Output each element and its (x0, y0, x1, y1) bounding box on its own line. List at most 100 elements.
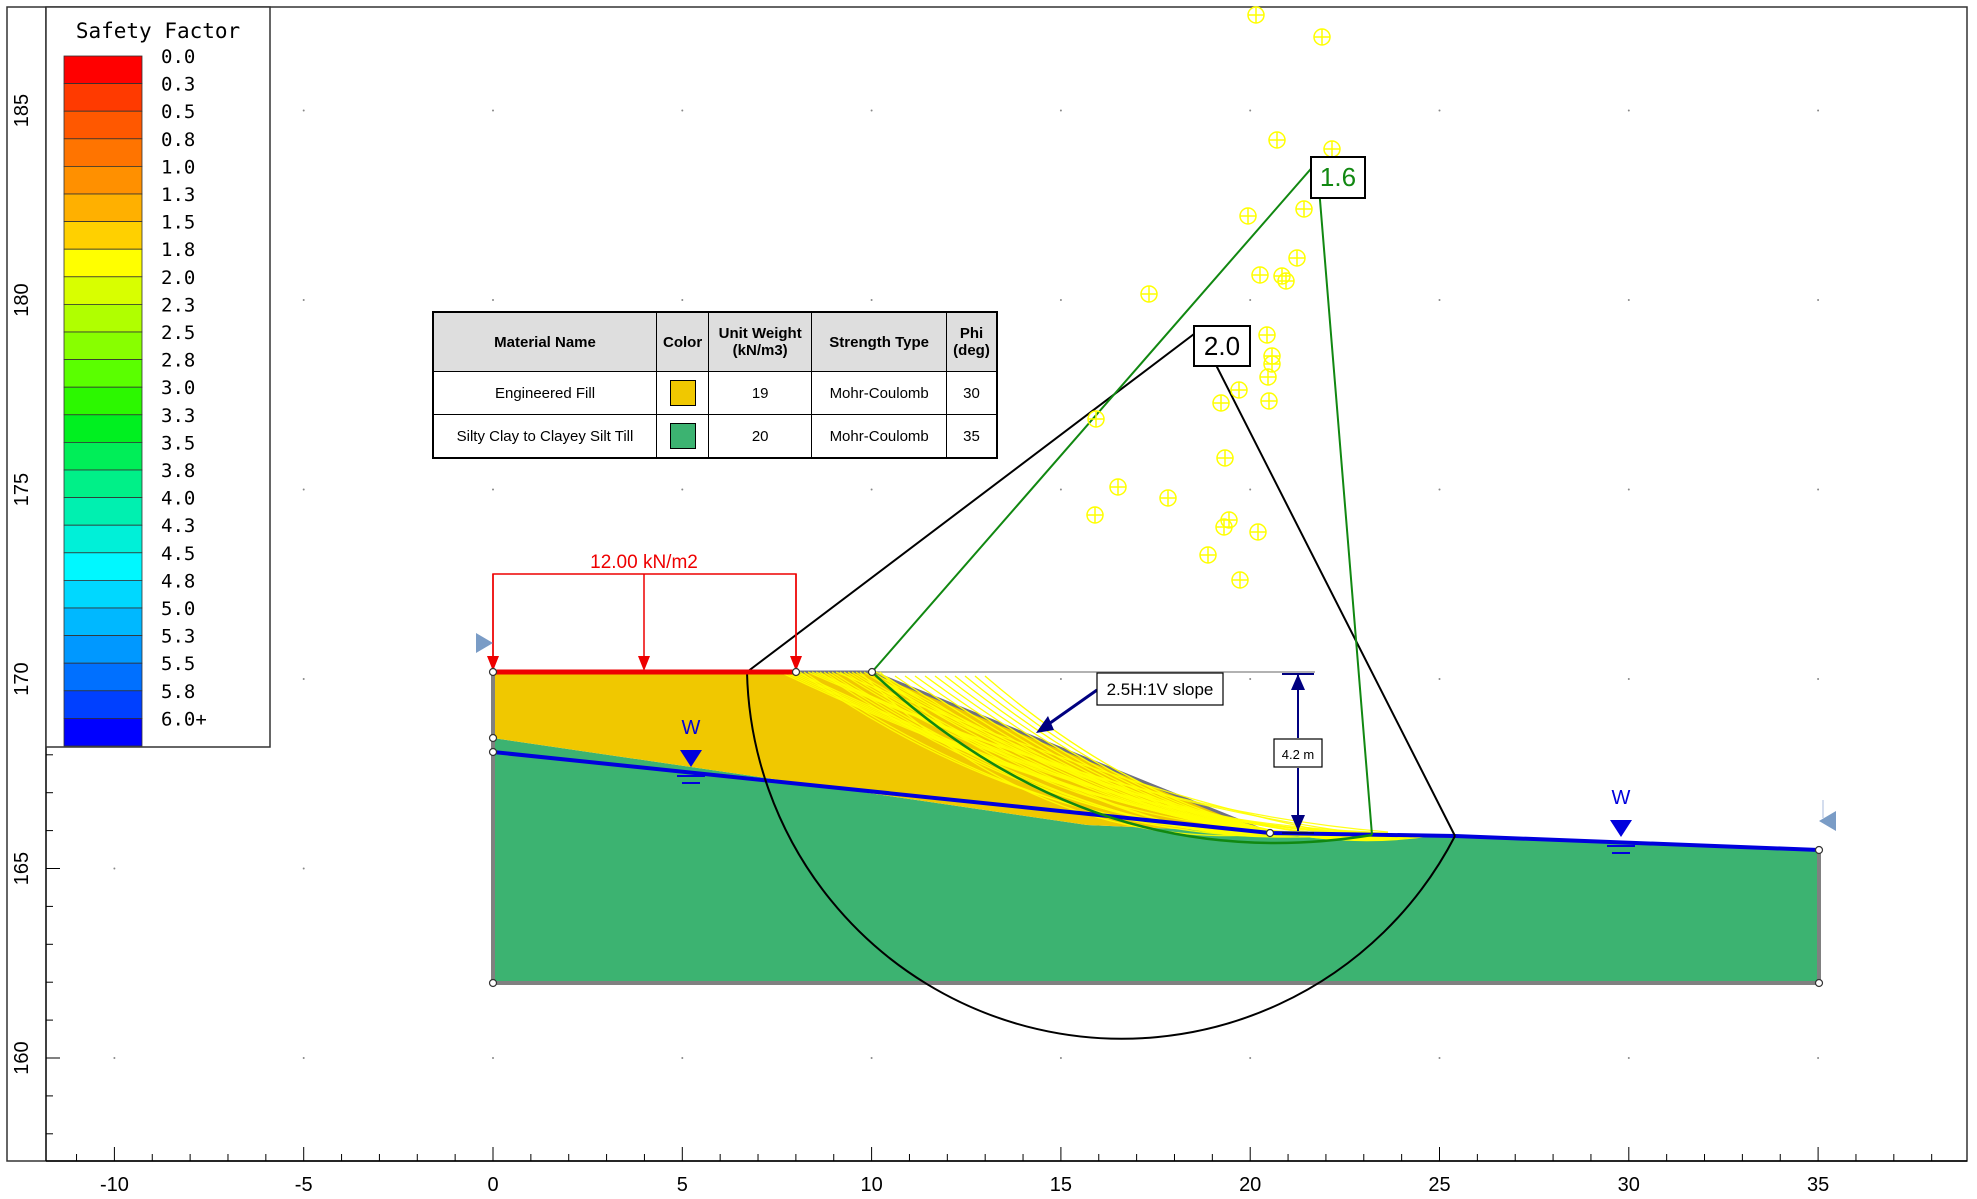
grid-dot (1059, 299, 1062, 301)
grid-dot (302, 867, 305, 870)
grid-dot (492, 109, 494, 112)
slip-center-marker (1199, 546, 1217, 564)
strength-type: Mohr-Coulomb (811, 371, 948, 415)
grid-dot (1059, 109, 1062, 112)
grid-dot (113, 867, 116, 870)
till-region (493, 738, 1819, 983)
vertex (488, 978, 498, 988)
legend-swatch (63, 580, 143, 609)
legend-swatch (63, 110, 143, 140)
legend-label: 3.5 (161, 432, 195, 454)
x-tick-label: 5 (677, 1174, 688, 1196)
x-tick-label: 20 (1239, 1174, 1261, 1196)
grid-dot (1817, 678, 1820, 680)
grid-dot (1817, 109, 1820, 112)
legend-label: 2.5 (161, 322, 195, 344)
material-color (655, 414, 710, 459)
water-symbol-right: W (1612, 787, 1631, 809)
legend-label: 1.5 (161, 212, 195, 234)
slip-surface-black (746, 671, 1456, 1040)
material-swatch (669, 423, 696, 449)
vertex (488, 747, 498, 757)
grid-dot (1249, 678, 1252, 680)
legend-swatch (63, 552, 143, 581)
legend-label: 4.5 (161, 543, 195, 565)
legend-label: 4.8 (161, 570, 195, 592)
grid-dot (492, 299, 494, 301)
legend-swatch (63, 83, 143, 112)
grid-dot (1059, 678, 1062, 680)
table-row: Engineered Fill 19 Mohr-Coulomb 30 (432, 371, 998, 415)
load-arrow (638, 574, 650, 671)
legend-label: 1.3 (161, 184, 195, 206)
grid-dot (302, 678, 305, 680)
sf-black-value: 2.0 (1204, 331, 1240, 361)
grid-dot (1249, 488, 1252, 491)
height-dimension: 4.2 m (1273, 673, 1323, 834)
vertex (488, 733, 498, 743)
legend-label: 2.8 (161, 350, 195, 372)
phi: 35 (946, 414, 998, 459)
plot-frame (6, 6, 1968, 1162)
slip-center-marker (1268, 131, 1286, 149)
legend-label: 5.5 (161, 653, 195, 675)
material-swatch (669, 380, 696, 406)
grid-dot (1059, 1057, 1062, 1059)
slip-center-marker (1086, 506, 1104, 524)
grid-dot (681, 488, 684, 491)
slip-center-marker (1273, 267, 1291, 285)
legend-swatches: 0.0 0.3 0.5 0.8 1.0 1.3 1.5 1.8 2.0 2.3 2.5 2.8 3.0 3… (63, 46, 207, 747)
y-tick-label: 175 (11, 473, 33, 506)
slip-center-marker (1249, 523, 1267, 541)
slip-center-marker (1295, 200, 1313, 218)
grid-dot (1438, 1057, 1441, 1059)
slip-center-grid (1086, 6, 1341, 589)
legend-swatch (63, 359, 143, 388)
slip-surface-green (871, 671, 1373, 845)
water-marker-right: W (1607, 787, 1635, 854)
material-name: Silty Clay to Clayey Silt Till (432, 414, 657, 459)
slip-center-marker (1313, 28, 1331, 46)
slip-center-marker (1215, 518, 1233, 536)
boundary-marker-right (1819, 811, 1836, 831)
slip-center-marker (1247, 6, 1265, 24)
legend-label: 5.0 (161, 598, 195, 620)
x-tick-label: 10 (860, 1174, 882, 1196)
grid-dot (1817, 299, 1820, 301)
grid-dot (1249, 1057, 1252, 1059)
grid-dot (1438, 299, 1441, 301)
grid-dot (1627, 1057, 1630, 1059)
grid-dot (1438, 488, 1441, 491)
material-properties-table: Material Name Color Unit Weight (kN/m3) … (432, 311, 998, 459)
slip-curve (835, 671, 1341, 835)
slip-center-marker (1277, 272, 1295, 290)
x-tick-label: 25 (1428, 1174, 1450, 1196)
x-axis: -10 -5 0 5 10 15 20 25 30 35 (46, 1147, 1967, 1196)
grid-dot (1627, 299, 1630, 301)
grid-dot (870, 488, 873, 491)
table-row: Silty Clay to Clayey Silt Till 20 Mohr-C… (432, 414, 998, 459)
grid-dot (1249, 299, 1252, 301)
legend-label: 5.3 (161, 626, 195, 648)
vertex (867, 667, 877, 677)
legend-label: 0.8 (161, 129, 195, 151)
grid-dot (681, 109, 684, 112)
grid-dot (1249, 109, 1252, 112)
slip-center-marker (1260, 392, 1278, 410)
sf-green-value: 1.6 (1320, 162, 1356, 192)
vertex (1265, 828, 1275, 838)
legend-swatch (63, 441, 143, 471)
grid-dot (681, 1057, 684, 1059)
safety-factor-legend: Safety Factor 0.0 0.3 0.5 0.8 1.0 1.3 1.5 1.8 2.… (45, 6, 271, 748)
slip-center-marker (1212, 394, 1230, 412)
legend-label: 2.0 (161, 267, 195, 289)
material-color (655, 371, 710, 415)
legend-swatch (63, 303, 143, 333)
y-axis-ticks: 160 165 170 175 180 185 (11, 34, 60, 1135)
legend-label: 3.3 (161, 405, 195, 427)
x-tick-label: -10 (100, 1174, 129, 1196)
x-tick-label: 35 (1807, 1174, 1829, 1196)
slip-center-marker (1323, 140, 1341, 158)
slope-label: 2.5H:1V slope (1107, 680, 1214, 699)
